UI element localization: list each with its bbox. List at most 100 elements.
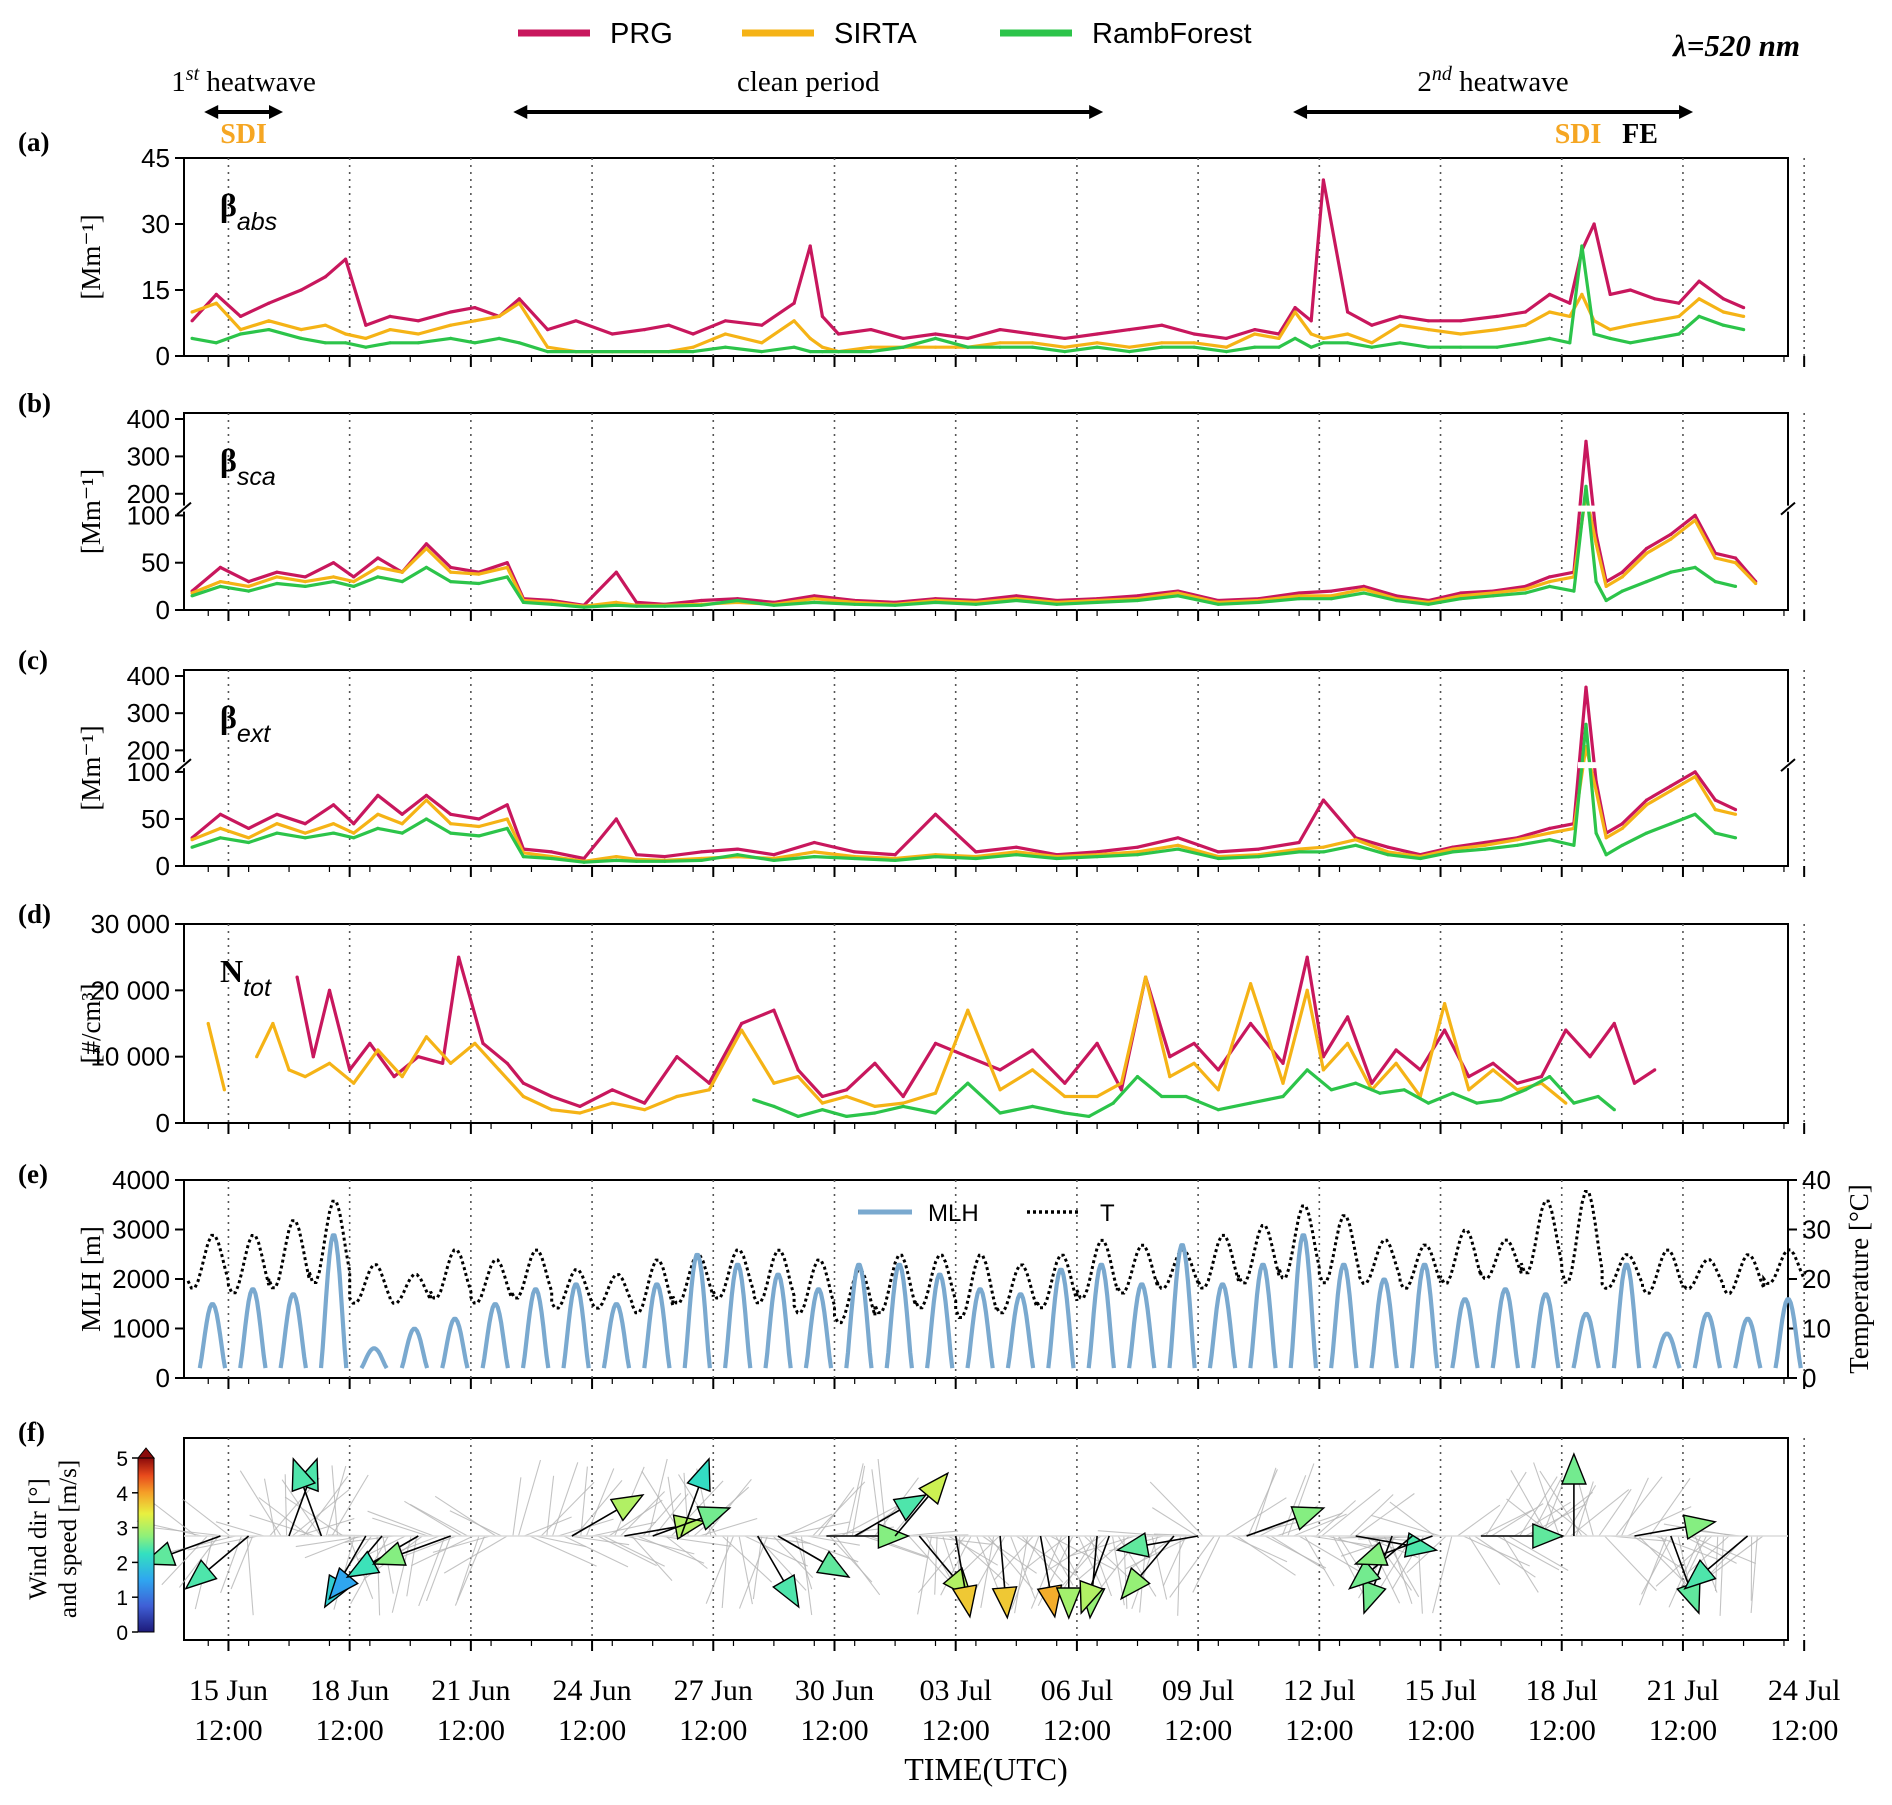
data-point xyxy=(614,858,618,863)
data-point xyxy=(1281,1094,1285,1099)
data-point xyxy=(998,1111,1002,1115)
data-point xyxy=(1499,1098,1503,1102)
data-point xyxy=(505,575,509,579)
x-tick-label-day: 18 Jun xyxy=(310,1674,389,1707)
data-point xyxy=(392,1075,396,1079)
data-point xyxy=(1451,1091,1455,1095)
series-line-mlh xyxy=(925,1272,955,1369)
y-tick-label: 1000 xyxy=(112,1314,170,1344)
data-point xyxy=(1491,594,1495,598)
data-point xyxy=(1677,301,1681,305)
data-point xyxy=(643,328,647,332)
background-wind-vector xyxy=(1058,1535,1108,1591)
background-wind-vector xyxy=(903,1530,959,1537)
data-point xyxy=(247,826,251,831)
data-point xyxy=(1160,323,1164,327)
data-point xyxy=(667,323,671,327)
background-wind-vector xyxy=(409,1503,468,1537)
data-point xyxy=(1580,292,1584,296)
data-point xyxy=(836,350,841,354)
data-point xyxy=(247,840,251,845)
data-point xyxy=(1632,1081,1637,1085)
period-1: clean period xyxy=(513,66,1104,119)
period-tag-sdi: SDI xyxy=(220,119,267,150)
background-wind-vector xyxy=(1668,1535,1702,1608)
data-point xyxy=(477,817,481,821)
data-point xyxy=(933,855,938,859)
data-point xyxy=(1426,602,1430,606)
background-wind-vector xyxy=(1270,1535,1326,1571)
data-point xyxy=(1669,822,1673,826)
y-tick-label: 50 xyxy=(141,548,170,578)
data-point xyxy=(344,332,348,336)
background-wind-vector xyxy=(1719,1535,1724,1616)
data-point xyxy=(933,812,938,816)
axis-break-gap-plot xyxy=(1577,762,1615,769)
data-point xyxy=(1467,1075,1471,1079)
background-wind-vector xyxy=(295,1535,366,1548)
data-point xyxy=(303,580,307,584)
series-line-mlh xyxy=(1409,1262,1440,1369)
data-point xyxy=(303,584,307,589)
period-arrow-left-head xyxy=(513,105,528,119)
data-point xyxy=(1645,798,1649,802)
data-point xyxy=(1321,850,1325,854)
data-point xyxy=(1297,847,1301,851)
data-point xyxy=(808,336,812,340)
x-tick-label-group: 21 Jun 12:00 xyxy=(431,1674,510,1747)
data-point xyxy=(1030,341,1035,345)
x-tick-label-time: 12:00 xyxy=(194,1714,262,1747)
data-point xyxy=(1277,336,1281,340)
data-point xyxy=(331,580,336,584)
data-point xyxy=(505,561,509,565)
data-point xyxy=(966,1055,970,1059)
data-point xyxy=(772,853,776,857)
wind-arrow-head xyxy=(918,1471,950,1506)
data-point xyxy=(1378,1091,1382,1095)
y-tick-label: 10 000 xyxy=(90,1042,170,1072)
data-point xyxy=(424,546,428,551)
wind-arrow-head xyxy=(892,1494,928,1522)
data-point xyxy=(275,831,279,835)
y-axis-title: [Mm⁻¹] xyxy=(76,214,106,299)
data-point xyxy=(1309,319,1313,323)
data-point xyxy=(1620,843,1624,847)
wind-arrow-head xyxy=(345,1550,381,1578)
data-point xyxy=(1523,587,1527,591)
background-wind-vector xyxy=(574,1480,623,1537)
data-point xyxy=(1063,1094,1067,1099)
data-point xyxy=(449,336,453,340)
series-line-mlh xyxy=(278,1292,308,1369)
data-point xyxy=(1426,328,1430,332)
data-point xyxy=(275,581,279,586)
data-point xyxy=(845,1088,849,1092)
figure-header: PRG SIRTA RambForest λ=520 nm 1st heatwave… xyxy=(171,18,1800,150)
data-point xyxy=(1594,789,1598,793)
data-point xyxy=(1697,279,1701,283)
data-point xyxy=(1346,332,1350,336)
data-point xyxy=(998,1068,1002,1072)
panel-title: βext xyxy=(220,699,271,748)
data-point xyxy=(1628,323,1632,327)
background-wind-vector xyxy=(1366,1535,1401,1604)
data-point xyxy=(1628,341,1632,345)
panel-title: βsca xyxy=(220,442,276,491)
data-point xyxy=(327,988,332,992)
data-point xyxy=(1176,591,1180,595)
series-line-mlh xyxy=(601,1302,632,1369)
data-point xyxy=(1321,341,1325,345)
y-tick-label: 300 xyxy=(127,441,170,471)
data-point xyxy=(1398,341,1402,345)
data-point xyxy=(614,855,618,859)
series-line-mlh xyxy=(1571,1311,1601,1369)
series-line-mlh xyxy=(884,1262,914,1369)
y-tick-label: 45 xyxy=(141,143,170,173)
data-point xyxy=(1713,580,1717,584)
data-point xyxy=(1014,594,1018,598)
data-point xyxy=(1329,597,1333,601)
background-wind-vector xyxy=(1371,1514,1441,1537)
data-point xyxy=(1192,1041,1196,1045)
data-point xyxy=(505,826,509,831)
y-tick-label: 50 xyxy=(141,804,170,834)
data-point xyxy=(517,341,521,345)
